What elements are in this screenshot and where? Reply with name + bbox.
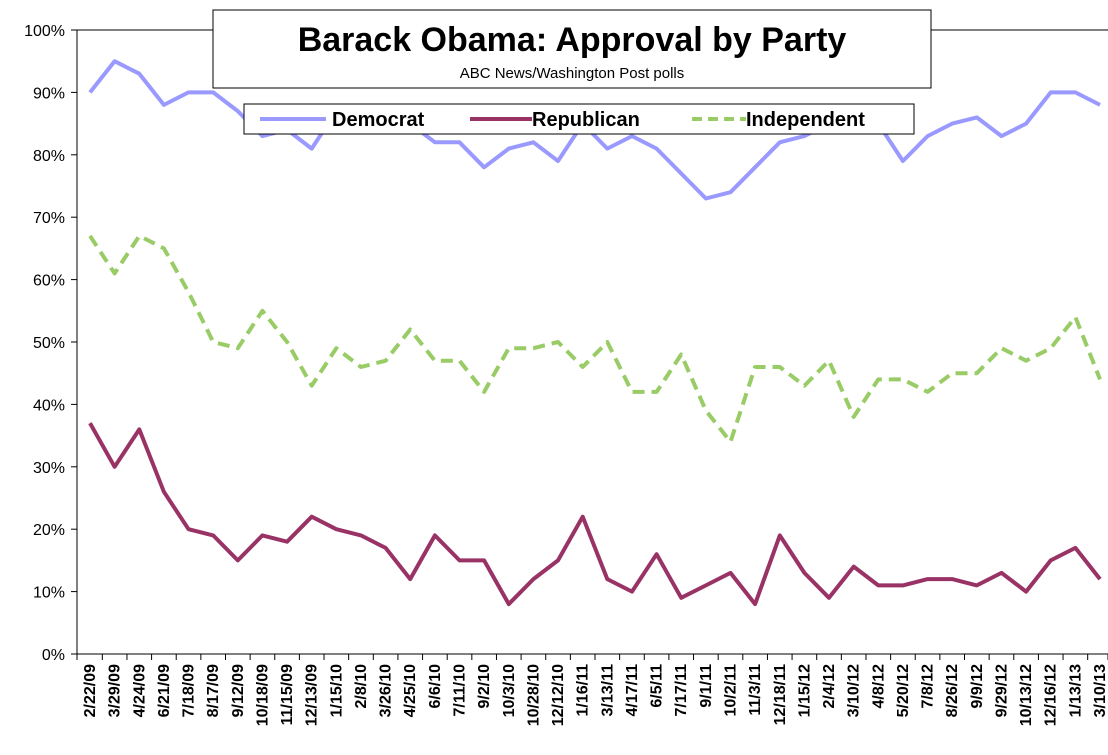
x-tick-label: 2/4/12 (821, 664, 838, 709)
y-tick-label: 50% (33, 335, 65, 352)
legend-box (243, 103, 915, 135)
series-line-republican (88, 422, 1102, 607)
title-box (212, 9, 932, 89)
x-tick-label: 5/20/12 (895, 664, 912, 717)
x-tick-label: 1/15/12 (796, 664, 813, 717)
y-tick-label: 80% (33, 148, 65, 165)
legend-label-democrat: Democrat (332, 109, 425, 131)
x-tick-label: 4/24/09 (131, 664, 148, 717)
x-tick-label: 10/2/11 (722, 664, 739, 717)
x-tick-label: 3/26/10 (378, 664, 395, 717)
x-tick-label: 12/13/09 (304, 664, 321, 726)
x-tick-label: 11/15/09 (279, 664, 296, 726)
x-tick-label: 3/29/09 (107, 664, 124, 717)
x-tick-label: 4/25/10 (402, 664, 419, 717)
y-tick-label: 60% (33, 273, 65, 290)
x-tick-label: 1/16/11 (575, 664, 592, 717)
chart-subtitle: ABC News/Washington Post polls (460, 65, 685, 82)
x-tick-label: 12/16/12 (1043, 664, 1060, 726)
x-tick-label: 7/11/10 (452, 664, 469, 717)
x-tick-label: 12/12/10 (550, 664, 567, 726)
y-tick-label: 0% (42, 647, 65, 664)
x-tick-label: 3/10/12 (846, 664, 863, 717)
y-tick-label: 20% (33, 522, 65, 539)
x-tick-label: 7/18/09 (181, 664, 198, 717)
x-axis-ticks: 2/22/09 3/29/09 4/24/09 6/21/09 7/18/09 8/17/… (76, 654, 1108, 726)
x-tick-label: 4/17/11 (624, 664, 641, 717)
x-tick-label: 6/6/10 (427, 664, 444, 709)
x-tick-label: 3/13/11 (599, 664, 616, 717)
legend: Democrat Republican Independent (243, 103, 915, 135)
legend-label-independent: Independent (746, 109, 865, 131)
x-tick-label: 7/8/12 (920, 664, 937, 709)
x-tick-label: 3/10/13 (1092, 664, 1108, 717)
x-tick-label: 10/28/10 (525, 664, 542, 726)
x-tick-label: 12/18/11 (772, 664, 789, 726)
y-tick-label: 100% (24, 23, 65, 40)
x-tick-label: 2/8/10 (353, 664, 370, 709)
x-tick-label: 4/8/12 (870, 664, 887, 709)
x-tick-label: 9/2/10 (476, 664, 493, 709)
x-tick-label: 8/26/12 (944, 664, 961, 717)
y-tick-label: 10% (33, 585, 65, 602)
y-axis-ticks: 0% 10% 20% 30% 40% 50% 60% 70% 80% 90% 100% (24, 23, 77, 664)
x-tick-label: 6/5/11 (649, 664, 666, 708)
x-tick-label: 10/18/09 (254, 664, 271, 726)
y-tick-label: 70% (33, 210, 65, 227)
x-tick-label: 10/13/12 (1018, 664, 1035, 726)
x-tick-label: 1/13/13 (1067, 664, 1084, 717)
x-tick-label: 8/17/09 (205, 664, 222, 717)
series-line-independent (88, 233, 1102, 444)
x-tick-label: 7/17/11 (673, 664, 690, 717)
x-tick-label: 2/22/09 (82, 664, 99, 717)
chart-title-box: Barack Obama: Approval by Party ABC News… (212, 9, 932, 89)
x-tick-label: 9/9/12 (969, 664, 986, 709)
y-tick-label: 40% (33, 397, 65, 414)
x-tick-label: 10/3/10 (501, 664, 518, 717)
x-tick-label: 1/15/10 (328, 664, 345, 717)
y-tick-label: 90% (33, 85, 65, 102)
x-tick-label: 11/3/11 (747, 664, 764, 716)
series-lines (88, 59, 1102, 607)
x-tick-label: 9/1/11 (698, 664, 715, 708)
x-tick-label: 6/21/09 (156, 664, 173, 717)
legend-label-republican: Republican (532, 109, 640, 131)
x-tick-label: 9/29/12 (993, 664, 1010, 717)
x-tick-label: 9/12/09 (230, 664, 247, 717)
chart-title: Barack Obama: Approval by Party (298, 21, 847, 59)
y-tick-label: 30% (33, 460, 65, 477)
